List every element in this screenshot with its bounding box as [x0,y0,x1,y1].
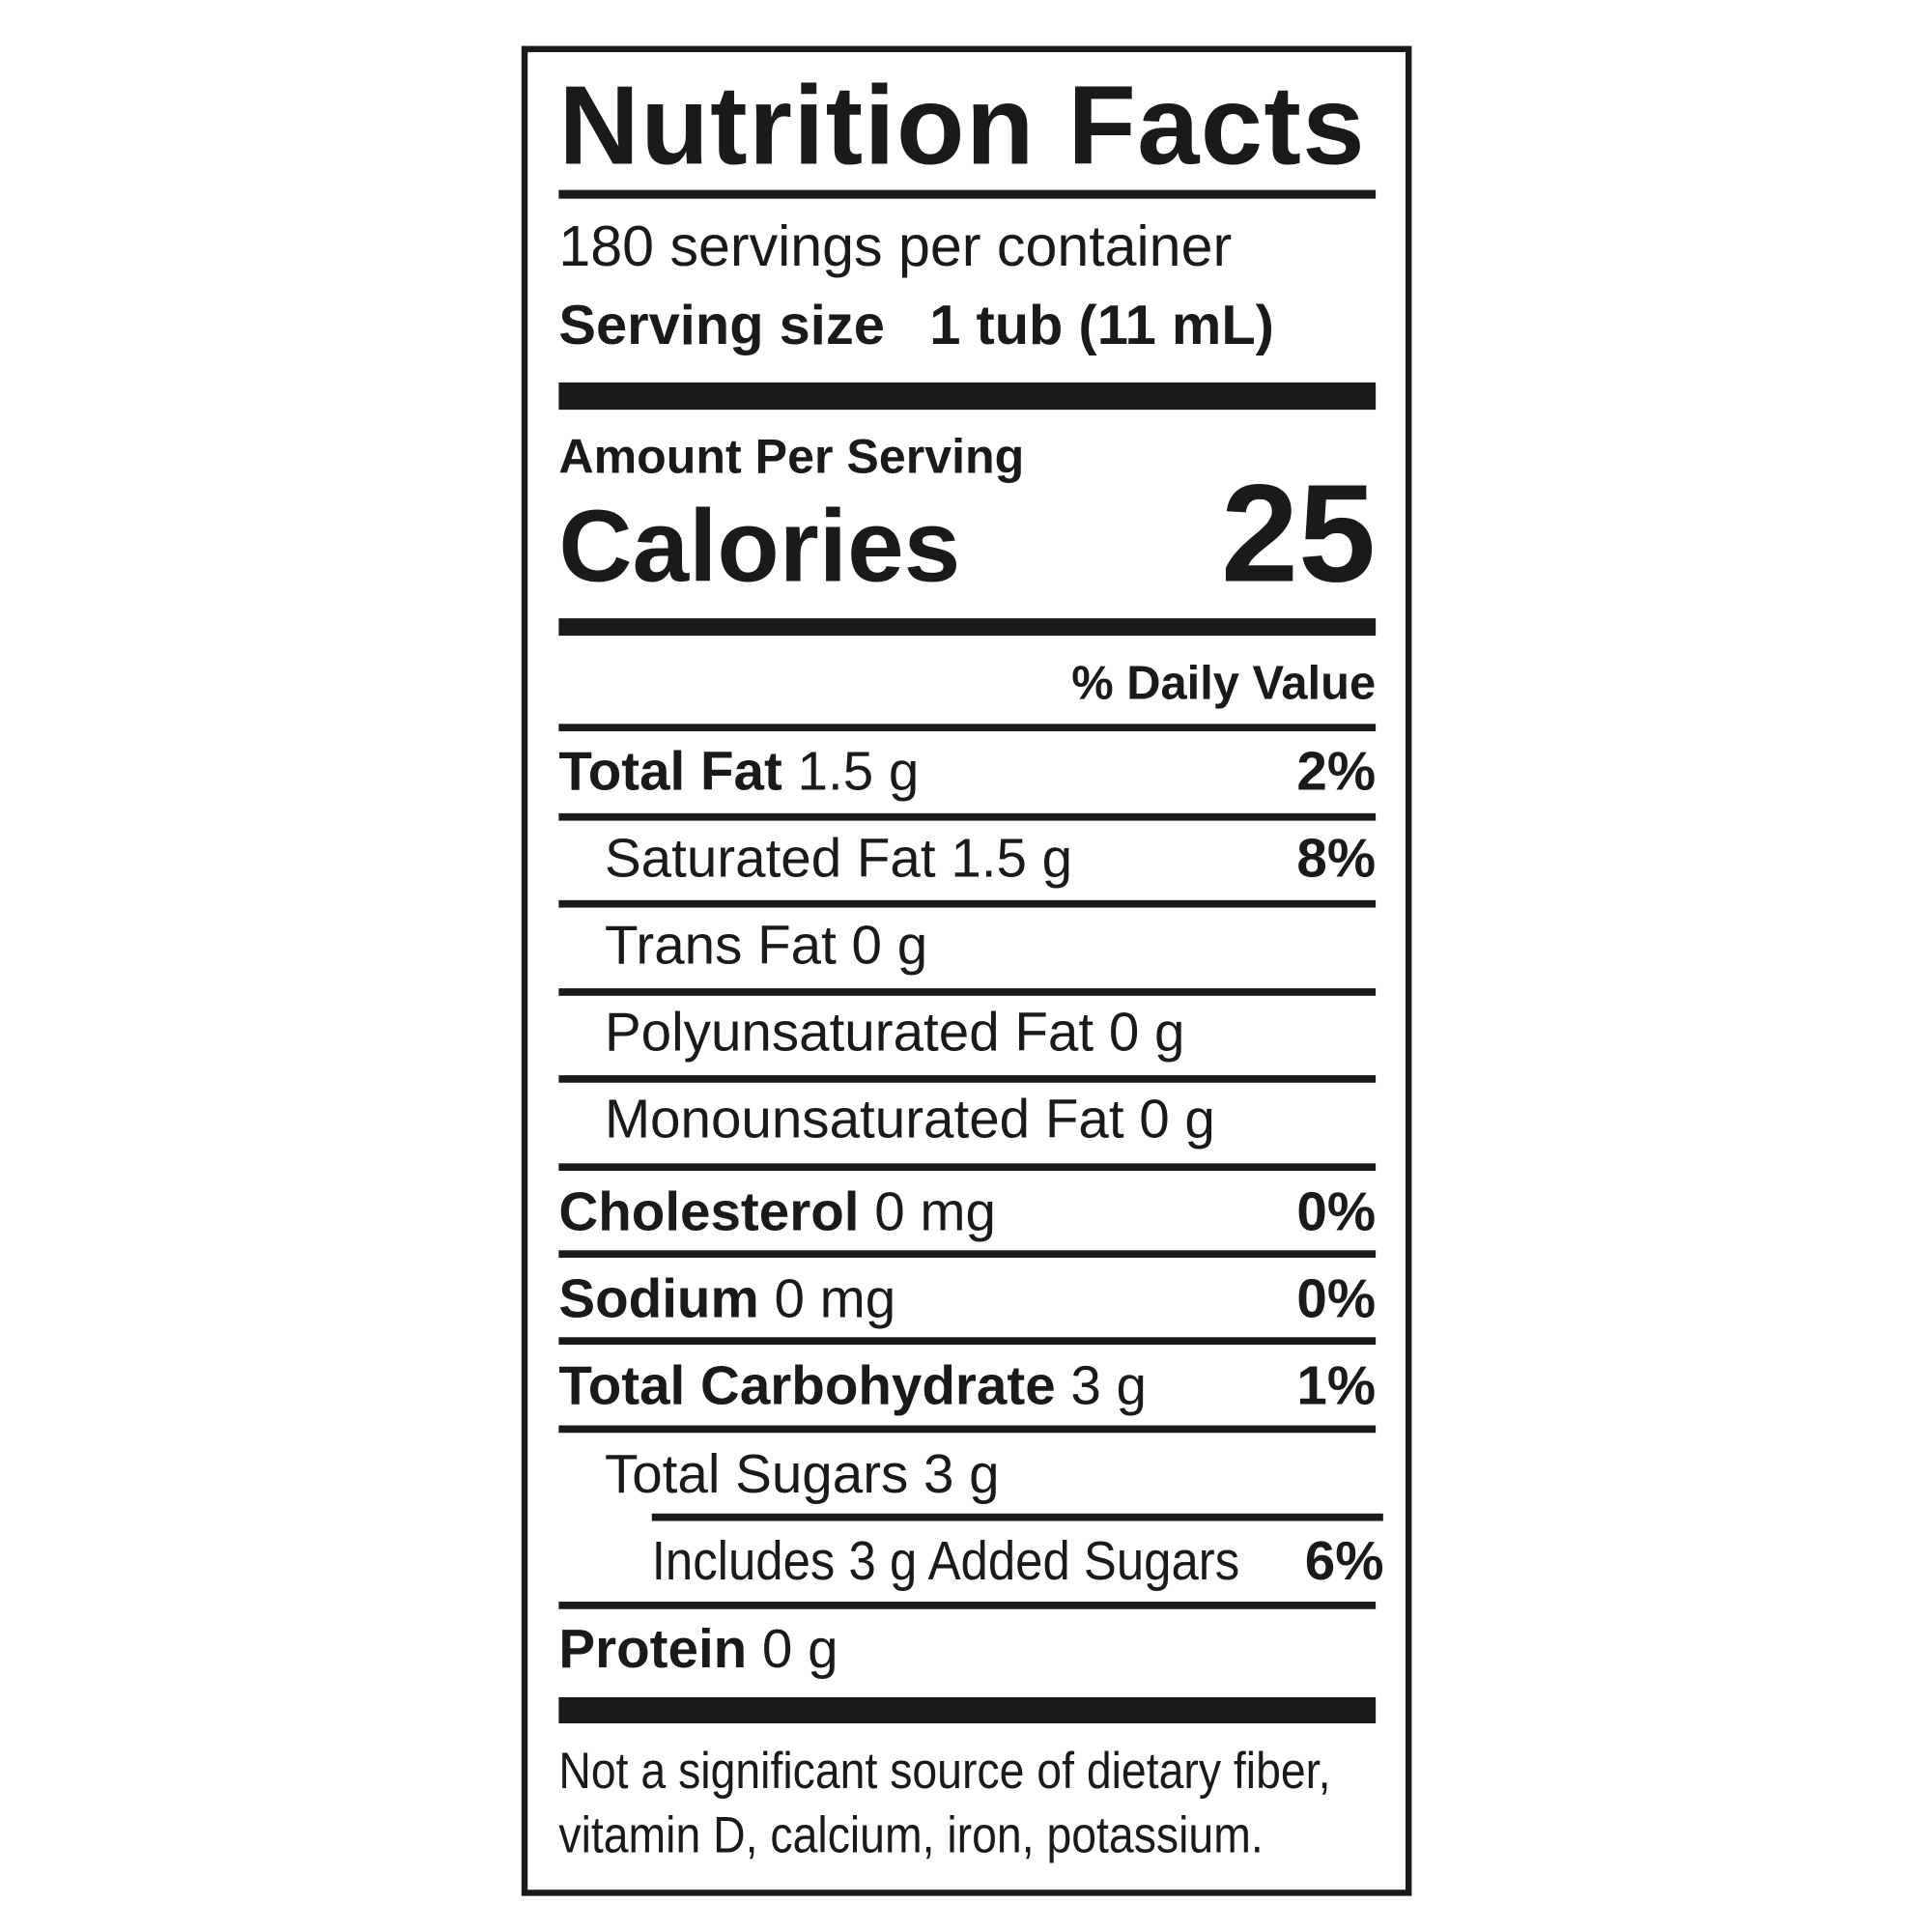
nutrient-amount: 3 g [923,1443,1000,1505]
divider [558,189,1377,199]
nutrient-name: Monounsaturated Fat [604,1089,1124,1151]
nutrient-name: Sodium [558,1268,759,1330]
nutrient-dv: 8% [1296,828,1377,890]
nutrient-amount: 0 mg [874,1181,996,1243]
calories-label: Calories [558,490,961,604]
nutrient-name: Trans Fat [604,915,837,977]
nutrient-name: Includes 3 g Added Sugars [651,1530,1240,1592]
serving-size: Serving size 1 tub (11 mL) [558,291,1376,360]
nutrient-name: Protein [558,1619,748,1681]
nutrient-amount: 0 mg [774,1268,896,1330]
label-border [521,45,1412,1896]
nutrient-dv: 6% [1304,1530,1384,1592]
nutrient-row-total-carbohydrate: Total Carbohydrate 3 g 1% [558,1348,1376,1427]
divider [558,724,1377,732]
nutrient-amount: 1.5 g [797,741,920,803]
divider [651,1513,1383,1521]
divider [558,1425,1377,1434]
divider [558,1602,1377,1609]
nutrient-row-sodium: Sodium 0 mg 0% [558,1261,1376,1340]
nutrient-row-total-sugars: Total Sugars 3 g [558,1435,1376,1515]
nutrient-row-cholesterol: Cholesterol 0 mg 0% [558,1174,1376,1253]
calories-value: 25 [1220,455,1377,611]
nutrient-name: Total Fat [558,741,782,803]
nutrient-amount: 3 g [1070,1355,1148,1417]
daily-value-header: % Daily Value [1071,658,1377,711]
label-title: Nutrition Facts [558,64,1366,189]
nutrient-row-added-sugars: Includes 3 g Added Sugars 6% [558,1522,1384,1602]
divider [558,899,1377,908]
nutrient-row-saturated-fat: Saturated Fat 1.5 g 8% [558,819,1376,898]
nutrient-name: Total Carbohydrate [558,1355,1056,1417]
nutrient-amount: 1.5 g [951,828,1073,890]
nutrient-name: Cholesterol [558,1181,860,1243]
nutrient-dv: 1% [1296,1355,1377,1417]
nutrient-name: Total Sugars [604,1443,909,1505]
divider [558,1163,1377,1172]
servings-per-container: 180 servings per container [558,213,1233,278]
nutrient-amount: 0 g [1108,1002,1185,1064]
amount-per-serving: Amount Per Serving [558,430,1025,485]
nutrient-dv: 2% [1296,741,1377,803]
thick-divider [558,382,1377,411]
nutrient-row-trans-fat: Trans Fat 0 g [558,906,1376,985]
divider [558,1337,1377,1345]
nutrient-name: Saturated Fat [604,828,936,890]
serving-size-value: 1 tub (11 mL) [929,293,1274,356]
nutrient-row-protein: Protein 0 g [558,1610,1376,1690]
nutrient-amount: 0 g [1139,1089,1215,1151]
nutrient-row-monounsaturated-fat: Monounsaturated Fat 0 g [558,1080,1376,1159]
nutrient-dv: 0% [1296,1268,1377,1330]
thick-divider [558,1697,1377,1723]
nutrient-dv: 0% [1296,1181,1377,1243]
nutrient-amount: 0 g [761,1619,838,1681]
thick-divider [558,618,1377,637]
serving-size-label: Serving size [558,293,885,356]
divider [558,1075,1377,1083]
nutrient-name: Polyunsaturated Fat [604,1002,1094,1064]
divider [558,1250,1377,1259]
footnote: Not a significant source of dietary fibe… [558,1742,1331,1864]
nutrient-row-total-fat: Total Fat 1.5 g 2% [558,732,1376,811]
nutrient-row-polyunsaturated-fat: Polyunsaturated Fat 0 g [558,993,1376,1072]
calories-row: Calories 25 [558,455,1377,611]
nutrient-amount: 0 g [851,915,928,977]
divider [558,812,1377,821]
divider [558,988,1377,996]
